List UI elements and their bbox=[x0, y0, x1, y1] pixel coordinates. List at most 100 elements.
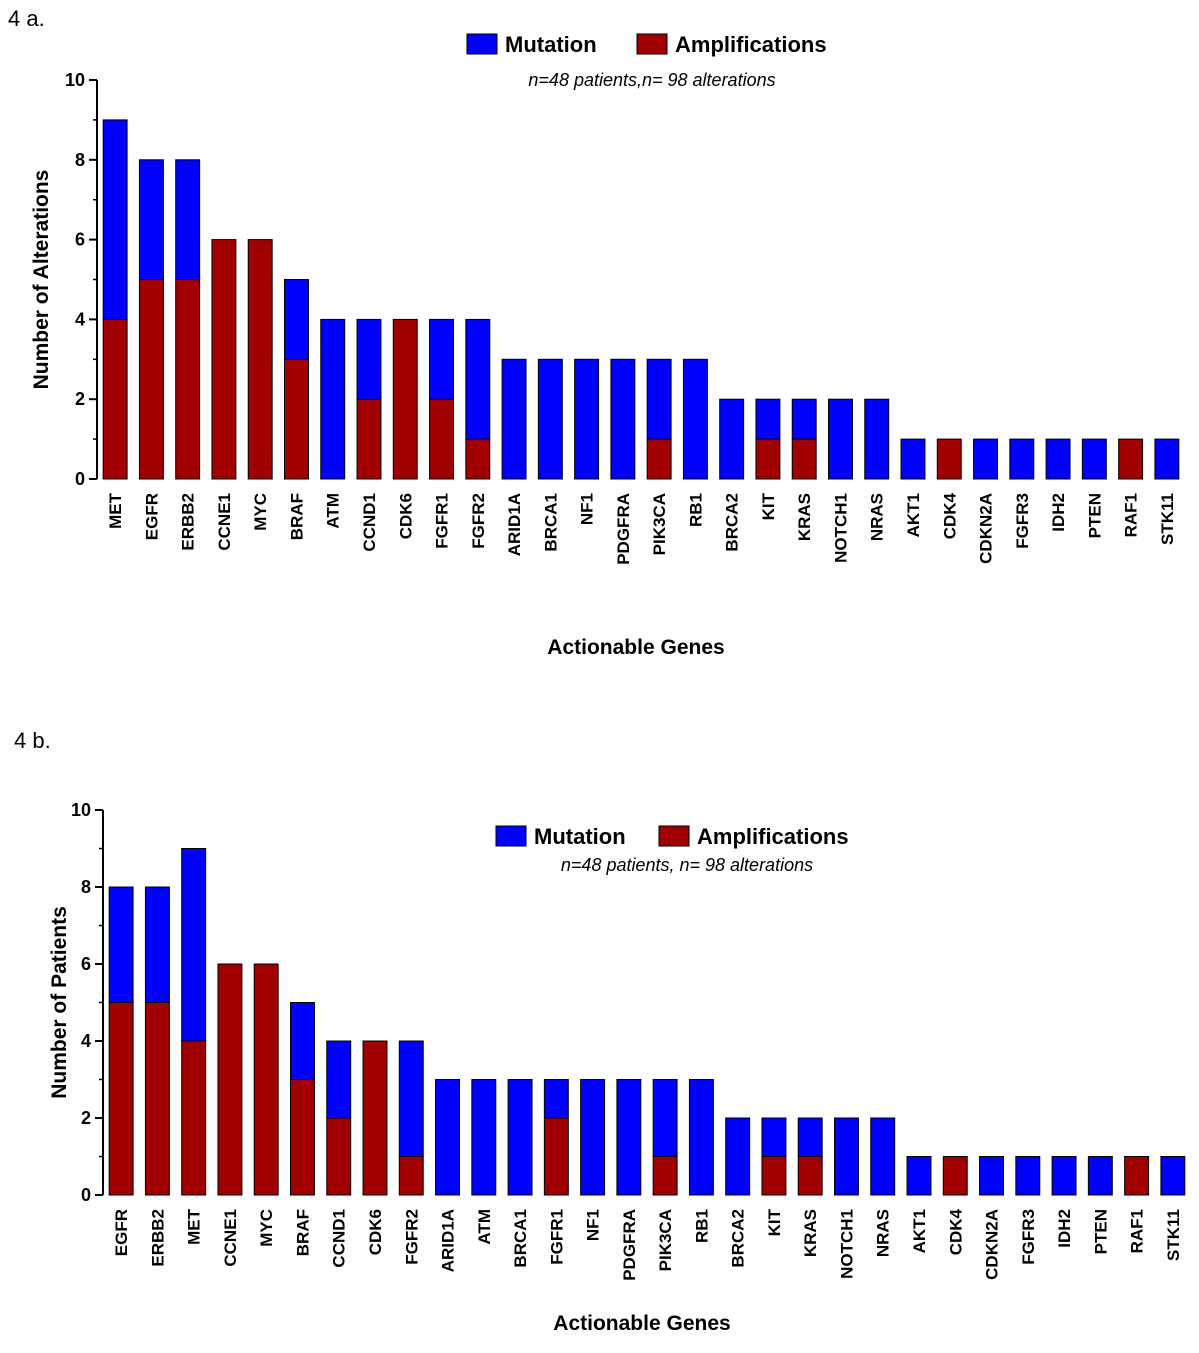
chart-b-bar-mutation-fgfr2 bbox=[398, 1040, 424, 1157]
chart-b-bar-amplification-raf1 bbox=[1124, 1156, 1150, 1196]
chart-b-legend: Mutation Amplifications bbox=[495, 824, 849, 849]
chart-a-xtick-pik3ca: PIK3CA bbox=[650, 493, 669, 555]
chart-b-bar-mutation-atm bbox=[471, 1079, 497, 1196]
chart-b-bar-amplification-ccne1 bbox=[217, 963, 243, 1196]
chart-a-bar-mutation-kit bbox=[755, 398, 781, 440]
chart-b-ytick-label-2: 2 bbox=[81, 1108, 91, 1128]
chart-b-bar-amplification-fgfr2 bbox=[398, 1156, 424, 1196]
chart-b-bar-amplification-braf bbox=[289, 1079, 315, 1196]
chart-a-xtick-cdkn2a: CDKN2A bbox=[977, 493, 996, 564]
chart-a-bar-amplification-met bbox=[102, 318, 128, 480]
chart-a-xtick-myc: MYC bbox=[251, 493, 270, 531]
chart-b-xtick-kit: KIT bbox=[765, 1208, 784, 1236]
chart-a-ytick-label-0: 0 bbox=[75, 469, 85, 489]
chart-b-xtick-brca2: BRCA2 bbox=[729, 1209, 748, 1268]
chart-a-bar-amplification-kit bbox=[755, 438, 781, 480]
chart-b-bar-amplification-met bbox=[181, 1040, 207, 1196]
chart-b-xtick-rb1: RB1 bbox=[692, 1209, 711, 1243]
chart-b-xtick-kras: KRAS bbox=[801, 1209, 820, 1257]
chart-a-xtick-kit: KIT bbox=[759, 492, 778, 520]
chart-a-bar-mutation-kras bbox=[791, 398, 817, 440]
chart-b-bar-mutation-met bbox=[181, 848, 207, 1042]
chart-a-bar-mutation-notch1 bbox=[827, 398, 853, 480]
chart-b-xtick-ccne1: CCNE1 bbox=[221, 1209, 240, 1267]
chart-a-bar-mutation-fgfr1 bbox=[429, 318, 455, 400]
chart-b-xtick-myc: MYC bbox=[257, 1209, 276, 1247]
chart-a-bar-mutation-pten bbox=[1081, 438, 1107, 480]
chart-a-bar-mutation-ccnd1 bbox=[356, 318, 382, 400]
chart-b-ytick-label-0: 0 bbox=[81, 1185, 91, 1205]
chart-a-bar-mutation-nf1 bbox=[574, 358, 600, 480]
chart-b-legend-label-mutation: Mutation bbox=[534, 824, 626, 849]
chart-b-xtick-nras: NRAS bbox=[874, 1209, 893, 1257]
chart-a-xtick-rb1: RB1 bbox=[686, 493, 705, 527]
chart-b-bar-mutation-stk11 bbox=[1160, 1156, 1186, 1196]
chart-b-bar-mutation-notch1 bbox=[833, 1117, 859, 1196]
chart-b-xtick-brca1: BRCA1 bbox=[511, 1209, 530, 1268]
chart-a-legend-swatch-amplifications bbox=[636, 33, 668, 55]
chart-b-bar-mutation-fgfr1 bbox=[543, 1079, 569, 1119]
chart-b-bar-amplification-ccnd1 bbox=[326, 1117, 352, 1196]
chart-b-bar-mutation-cdkn2a bbox=[979, 1156, 1005, 1196]
chart-a-bar-amplification-fgfr1 bbox=[429, 398, 455, 480]
chart-a-xtick-fgfr2: FGFR2 bbox=[469, 493, 488, 549]
chart-b-bar-amplification-myc bbox=[253, 963, 279, 1196]
chart-a-legend-label-mutation: Mutation bbox=[505, 32, 597, 57]
chart-a-bar-mutation-stk11 bbox=[1154, 438, 1180, 480]
chart-b-legend-label-amplifications: Amplifications bbox=[697, 824, 849, 849]
chart-a-bar-amplification-erbb2 bbox=[175, 279, 201, 480]
chart-a-xtick-egfr: EGFR bbox=[142, 493, 161, 540]
chart-a-bar-mutation-met bbox=[102, 119, 128, 320]
chart-a-xtick-fgfr3: FGFR3 bbox=[1013, 493, 1032, 549]
chart-a-xtick-kras: KRAS bbox=[795, 493, 814, 541]
chart-a-bar-mutation-cdkn2a bbox=[973, 438, 999, 480]
chart-a-subtitle: n=48 patients,n= 98 alterations bbox=[528, 70, 775, 90]
chart-a-bar-amplification-cdk4 bbox=[936, 438, 962, 480]
chart-a-bar-mutation-atm bbox=[320, 318, 346, 480]
chart-b-bar-amplification-cdk6 bbox=[362, 1040, 388, 1196]
chart-b-bar-mutation-kras bbox=[797, 1117, 823, 1157]
chart-b-xtick-cdk4: CDK4 bbox=[946, 1208, 965, 1255]
chart-b-ytick-label-6: 6 bbox=[81, 954, 91, 974]
chart-a-bar-mutation-erbb2 bbox=[175, 159, 201, 280]
chart-b-bar-mutation-brca2 bbox=[725, 1117, 751, 1196]
chart-a-bar-mutation-braf bbox=[283, 279, 309, 360]
chart-b-xtick-pten: PTEN bbox=[1091, 1209, 1110, 1254]
chart-a-xtick-brca1: BRCA1 bbox=[541, 493, 560, 552]
chart-a-bar-amplification-cdk6 bbox=[392, 318, 418, 480]
alterations-chart: MET EGFR ERBB2 CCNE1 MYC BRAF ATM CCND1 CDK6 FGFR… bbox=[30, 32, 1180, 659]
chart-b-bar-mutation-nf1 bbox=[580, 1079, 606, 1196]
chart-a-legend: Mutation Amplifications bbox=[466, 32, 827, 57]
chart-b-xtick-stk11: STK11 bbox=[1164, 1209, 1183, 1261]
chart-b-xtick-pdgfra: PDGFRA bbox=[620, 1209, 639, 1281]
chart-b-bar-amplification-fgfr1 bbox=[543, 1117, 569, 1196]
chart-b-y-axis-title: Number of Patients bbox=[48, 906, 71, 1099]
chart-a-bar-amplification-braf bbox=[283, 358, 309, 480]
chart-a-bar-amplification-raf1 bbox=[1118, 438, 1144, 480]
chart-a-xtick-ccnd1: CCND1 bbox=[360, 493, 379, 552]
chart-b-bar-mutation-erbb2 bbox=[144, 886, 170, 1003]
chart-a-xtick-atm: ATM bbox=[324, 493, 343, 529]
chart-b-bar-mutation-pik3ca bbox=[652, 1079, 678, 1157]
chart-b-xtick-atm: ATM bbox=[475, 1209, 494, 1245]
chart-b-bar-mutation-kit bbox=[761, 1117, 787, 1157]
chart-b-bar-amplification-kit bbox=[761, 1156, 787, 1196]
chart-b-xtick-fgfr3: FGFR3 bbox=[1019, 1209, 1038, 1265]
chart-b-xtick-idh2: IDH2 bbox=[1055, 1209, 1074, 1248]
chart-a-bar-mutation-nras bbox=[864, 398, 890, 480]
chart-a-y-axis-title: Number of Alterations bbox=[30, 170, 53, 390]
chart-b-x-axis-title: Actionable Genes bbox=[553, 1312, 730, 1335]
chart-b-bar-mutation-pten bbox=[1087, 1156, 1113, 1196]
chart-a-bar-mutation-fgfr3 bbox=[1009, 438, 1035, 480]
chart-b-legend-swatch-amplifications bbox=[658, 825, 690, 847]
chart-a-bar-amplification-ccnd1 bbox=[356, 398, 382, 480]
chart-a-bar-mutation-pdgfra bbox=[610, 358, 636, 480]
chart-b-xtick-erbb2: ERBB2 bbox=[148, 1209, 167, 1267]
chart-a-xtick-raf1: RAF1 bbox=[1122, 493, 1141, 537]
chart-b-xtick-fgfr2: FGFR2 bbox=[402, 1209, 421, 1265]
patients-chart: EGFR ERBB2 MET CCNE1 MYC BRAF CCND1 CDK6 FGFR2 AR… bbox=[48, 800, 1186, 1335]
chart-b-xtick-akt1: AKT1 bbox=[910, 1209, 929, 1253]
chart-a-bar-amplification-egfr bbox=[138, 279, 164, 480]
chart-b-xtick-raf1: RAF1 bbox=[1128, 1209, 1147, 1253]
chart-b-bar-amplification-cdk4 bbox=[942, 1156, 968, 1196]
